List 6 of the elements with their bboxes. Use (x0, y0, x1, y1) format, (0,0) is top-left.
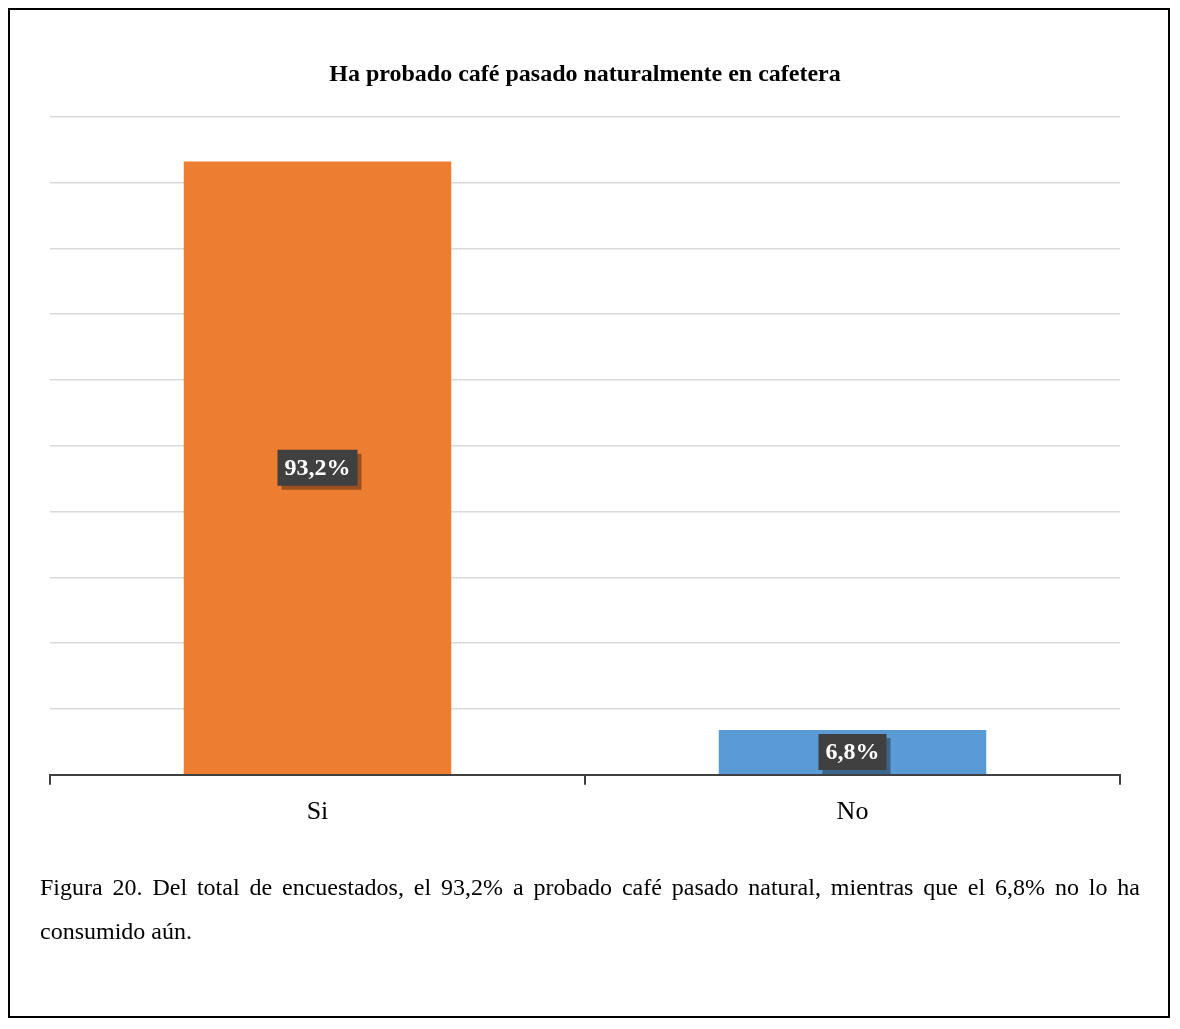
chart-title: Ha probado café pasado naturalmente en cafetera (329, 59, 841, 86)
x-tick-label: No (836, 796, 869, 826)
data-label: 93,2% (284, 454, 351, 480)
data-label: 6,8% (825, 738, 880, 765)
x-tick-label: Si (306, 796, 329, 826)
text: Figura 20. Del total de encuestados, el 93,2% a probado café pasado natural, mientras que el 6,8% no lo ha consumido aún. (40, 874, 1140, 944)
